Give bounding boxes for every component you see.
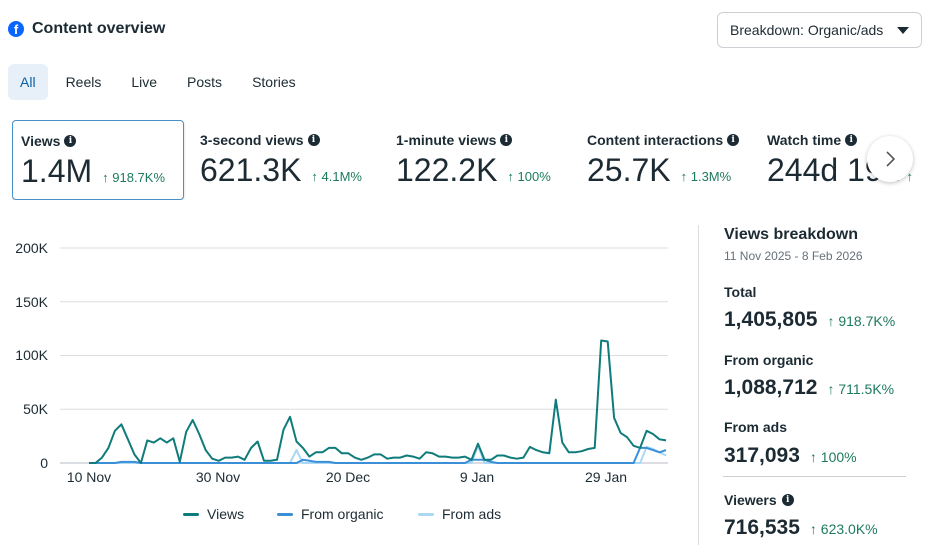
- legend-views[interactable]: Views: [183, 506, 244, 522]
- breakdown-date-range: 11 Nov 2025 - 8 Feb 2026: [724, 249, 863, 263]
- content-tabs: All Reels Live Posts Stories: [8, 64, 308, 100]
- breakdown-title: Views breakdown: [724, 226, 858, 243]
- y-tick-label: 100K: [15, 347, 48, 363]
- viewers-value-row: 716,535 ↑ 623.0K%: [724, 516, 878, 540]
- ads-delta: ↑ 100%: [809, 449, 857, 465]
- views-series-line: [89, 339, 667, 464]
- y-tick-label: 200K: [15, 240, 48, 256]
- organic-value: 1,088,712: [724, 376, 818, 399]
- tab-stories[interactable]: Stories: [252, 74, 296, 90]
- y-tick-label: 50K: [23, 401, 48, 417]
- tab-live[interactable]: Live: [131, 74, 158, 90]
- page-title: Content overview: [32, 20, 166, 37]
- info-icon[interactable]: i: [845, 134, 858, 146]
- legend-swatch: [183, 512, 199, 516]
- y-tick-label: 150K: [15, 294, 48, 310]
- metric-label: Watch time: [767, 132, 842, 148]
- metric-label: 1-minute views: [396, 132, 497, 148]
- total-label: Total: [724, 284, 757, 300]
- ads-value: 317,093: [724, 444, 800, 467]
- legend-swatch: [277, 512, 293, 516]
- metric-card-views[interactable]: Views i 1.4M ↑ 918.7K%: [12, 120, 184, 200]
- metric-value: 122.2K: [396, 152, 498, 188]
- page-header: f Content overview: [8, 20, 165, 38]
- x-tick-label: 20 Dec: [325, 469, 371, 485]
- legend-ads[interactable]: From ads: [418, 506, 501, 522]
- info-icon[interactable]: i: [500, 134, 513, 146]
- tab-all[interactable]: All: [8, 64, 48, 100]
- info-icon[interactable]: i: [781, 494, 794, 506]
- metric-delta: ↑ 100%: [507, 169, 551, 184]
- chevron-right-icon: [886, 151, 896, 167]
- legend-label: From organic: [301, 506, 384, 522]
- metric-card-content-interactions[interactable]: Content interactions i 25.7K ↑ 1.3M%: [579, 120, 747, 200]
- metric-delta: ↑: [906, 169, 913, 184]
- metric-label: Views: [21, 133, 61, 149]
- ads-value-row: 317,093 ↑ 100%: [724, 444, 857, 468]
- info-icon[interactable]: i: [64, 135, 77, 147]
- breakdown-dropdown[interactable]: Breakdown: Organic/ads: [717, 12, 922, 48]
- views-line-chart: [60, 247, 668, 464]
- caret-down-icon: [897, 26, 909, 34]
- organic-series-line: [89, 446, 667, 464]
- metric-delta: ↑ 4.1M%: [311, 169, 362, 184]
- info-icon[interactable]: i: [307, 134, 320, 146]
- y-tick-label: 0: [40, 455, 48, 471]
- metric-card-1-minute-views[interactable]: 1-minute views i 122.2K ↑ 100%: [388, 120, 559, 200]
- organic-value-row: 1,088,712 ↑ 711.5K%: [724, 376, 894, 400]
- metric-value: 1.4M: [21, 153, 93, 189]
- ads-label: From ads: [724, 419, 788, 435]
- metric-value: 25.7K: [587, 152, 671, 188]
- organic-label: From organic: [724, 352, 814, 368]
- metric-card-3-second-views[interactable]: 3-second views i 621.3K ↑ 4.1M%: [192, 120, 370, 200]
- scroll-right-button[interactable]: [867, 136, 913, 182]
- legend-organic[interactable]: From organic: [277, 506, 383, 522]
- viewers-delta: ↑ 623.0K%: [809, 521, 878, 537]
- divider: [723, 476, 906, 477]
- legend-label: Views: [207, 506, 245, 522]
- tab-posts[interactable]: Posts: [187, 74, 223, 90]
- facebook-icon: f: [8, 21, 24, 37]
- x-tick-label: 30 Nov: [195, 469, 241, 485]
- viewers-label: Viewers: [724, 492, 777, 508]
- x-tick-label: 9 Jan: [459, 469, 495, 485]
- x-tick-label: 29 Jan: [584, 469, 628, 485]
- tab-reels[interactable]: Reels: [65, 74, 102, 90]
- organic-delta: ↑ 711.5K%: [827, 381, 895, 397]
- x-tick-label: 10 Nov: [66, 469, 112, 485]
- legend-label: From ads: [442, 506, 502, 522]
- info-icon[interactable]: i: [727, 134, 740, 146]
- legend-swatch: [418, 512, 434, 516]
- total-delta: ↑ 918.7K%: [827, 313, 896, 329]
- total-value: 1,405,805: [724, 308, 818, 331]
- metric-value: 621.3K: [200, 152, 302, 188]
- breakdown-label: Breakdown: Organic/ads: [730, 22, 884, 38]
- metric-delta: ↑ 1.3M%: [680, 169, 732, 184]
- divider: [698, 225, 699, 545]
- metric-cards: Views i 1.4M ↑ 918.7K% 3-second views i 621…: [12, 120, 927, 200]
- viewers-label-row: Viewers i: [724, 492, 794, 508]
- metric-delta: ↑ 918.7K%: [102, 170, 166, 185]
- total-value-row: 1,405,805 ↑ 918.7K%: [724, 308, 895, 332]
- metric-label: Content interactions: [587, 132, 724, 148]
- viewers-value: 716,535: [724, 516, 800, 539]
- metric-label: 3-second views: [200, 132, 304, 148]
